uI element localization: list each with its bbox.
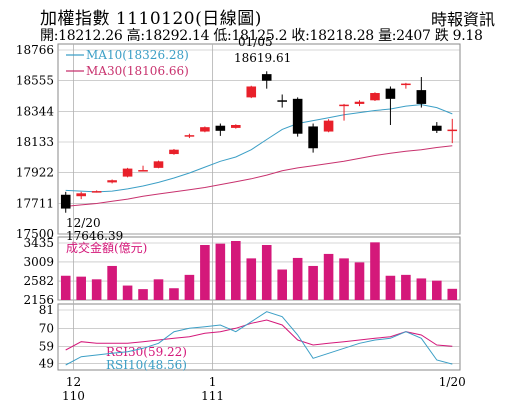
candle-down [308, 126, 318, 149]
candle-down [416, 90, 427, 104]
volume-bar [215, 243, 226, 300]
candle-up [169, 149, 179, 155]
x-tick-sublabel: 111 [201, 389, 224, 403]
candle-up [91, 191, 102, 193]
chart-title: 加權指數 1110120(日線圖) [40, 9, 262, 29]
legend-label: MA10(18326.28) [86, 48, 189, 62]
candle-down [60, 194, 71, 209]
price-axis-tick-label: 18766 [16, 43, 54, 57]
chart-header: 加權指數 1110120(日線圖) 時報資訊 開:18212.26 高:1829… [0, 0, 515, 44]
legend-label: MA30(18106.66) [86, 64, 189, 78]
volume-bar [323, 253, 334, 300]
candle-up [122, 168, 133, 177]
x-tick-label: 12 [66, 375, 81, 389]
volume-bar [107, 265, 117, 300]
candle-up [231, 124, 241, 128]
volume-bar [292, 257, 303, 300]
ma10-line [65, 104, 453, 193]
volume-bar [354, 262, 365, 300]
candle-up [200, 127, 210, 132]
high-date-label: 01/05 [238, 35, 273, 49]
x-tick-sublabel: 110 [62, 389, 85, 403]
volume-bar [122, 285, 133, 300]
price-axis-tick-label: 18133 [16, 135, 54, 149]
volume-bar [385, 275, 396, 300]
candle-down [277, 100, 287, 102]
volume-bar [416, 278, 427, 300]
candle-up [246, 86, 257, 98]
price-axis-tick-label: 18344 [16, 104, 55, 118]
volume-bar [200, 245, 210, 300]
candle-up [323, 120, 334, 132]
volume-bar [138, 289, 148, 300]
rsi-legend-label: RSI10(48.56) [106, 358, 187, 372]
rsi-panel [57, 303, 461, 371]
volume-bar [60, 275, 71, 300]
candle-up [339, 104, 349, 107]
candle-up [153, 161, 164, 168]
candle-up [76, 193, 86, 197]
price-axis-tick-label: 17922 [16, 166, 54, 180]
volume-bar [91, 279, 102, 300]
candle-down [261, 74, 272, 81]
candle-down [432, 125, 442, 131]
candle-up [138, 170, 148, 172]
candle-up [447, 129, 458, 132]
price-axis-tick-label: 17711 [16, 196, 54, 210]
rsi-legend-label: RSI30(59.22) [106, 345, 187, 359]
volume-bar [184, 274, 195, 300]
volume-axis-tick-label: 3009 [23, 255, 54, 269]
x-tick-label: 1 [209, 375, 217, 389]
volume-axis-tick-label: 2582 [23, 274, 54, 288]
candle-down [292, 98, 303, 134]
low-value-label: 17646.39 [66, 229, 123, 243]
high-value-label: 18619.61 [234, 51, 291, 65]
ma30-line [65, 145, 453, 207]
rsi-axis-tick-label: 59 [39, 340, 54, 354]
volume-axis-tick-label: 2156 [23, 293, 54, 307]
volume-bar [432, 280, 442, 300]
rsi-line-0 [65, 319, 453, 351]
rsi-axis-tick-label: 70 [39, 321, 54, 335]
volume-bar [339, 258, 349, 300]
volume-axis-tick-label: 3435 [23, 236, 54, 250]
rsi-axis-tick-label: 49 [39, 356, 54, 370]
volume-bar [277, 269, 287, 300]
candle-down [385, 88, 396, 99]
volume-title: 成交金額(億元) [66, 240, 147, 255]
candle-up [370, 93, 380, 101]
source-label: 時報資訊 [430, 10, 495, 29]
volume-bar [447, 288, 458, 300]
candle-down [215, 125, 226, 131]
volume-bar [231, 240, 241, 300]
volume-bar [76, 276, 86, 300]
x-tick-label: 1/20 [439, 375, 466, 389]
candle-up [107, 180, 117, 183]
volume-bar [308, 265, 318, 300]
rsi-axis-tick-label: 81 [39, 303, 54, 317]
low-date-label: 12/20 [66, 216, 101, 230]
rsi-line-1 [65, 311, 453, 366]
volume-bar [261, 245, 272, 300]
volume-bar [370, 242, 380, 300]
price-axis-tick-label: 18555 [16, 74, 54, 88]
volume-bar [246, 258, 257, 300]
candle-up [184, 135, 195, 137]
ohlc-stats: 開:18212.26 高:18292.14 低:18125.2 收:18218.… [40, 28, 483, 44]
candle-up [401, 83, 411, 86]
volume-bar [169, 288, 179, 300]
candle-up [354, 101, 365, 104]
volume-bar [153, 279, 164, 300]
price-axis-tick-label: 17500 [16, 227, 54, 241]
volume-bar [401, 274, 411, 300]
